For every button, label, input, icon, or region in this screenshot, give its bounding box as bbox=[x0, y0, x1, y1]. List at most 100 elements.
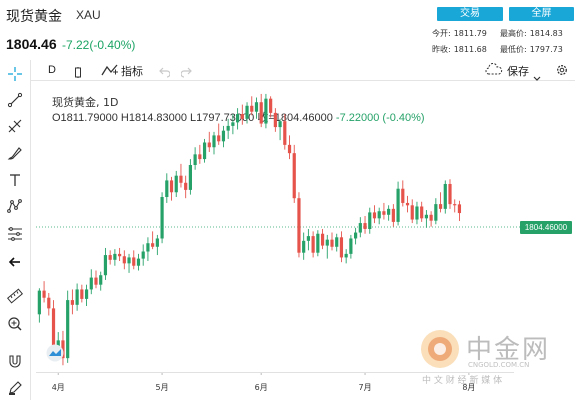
candle-body bbox=[377, 211, 381, 219]
candle-body bbox=[51, 308, 56, 349]
candle-body bbox=[198, 154, 202, 160]
candle-body bbox=[37, 290, 41, 315]
candle-body bbox=[113, 253, 117, 260]
stat-open-label: 今开: bbox=[432, 29, 451, 38]
back-arrow-icon[interactable] bbox=[5, 252, 25, 272]
candle-body bbox=[269, 98, 273, 113]
candle-body bbox=[141, 251, 145, 259]
candle-body bbox=[240, 114, 244, 119]
candle-body bbox=[415, 206, 419, 220]
stat-open-value: 1811.79 bbox=[453, 29, 487, 38]
candle-body bbox=[320, 233, 325, 246]
text-tool-icon[interactable] bbox=[5, 170, 25, 190]
drawing-toolbar bbox=[0, 60, 30, 400]
candle-body bbox=[245, 105, 249, 119]
candle-body bbox=[155, 238, 159, 247]
legend-change: -7.22000 (-0.40%) bbox=[335, 112, 425, 124]
candle-body bbox=[103, 255, 108, 276]
current-price: 1804.46 bbox=[6, 36, 57, 52]
undo-icon[interactable] bbox=[158, 63, 171, 78]
ruler-icon[interactable] bbox=[5, 286, 25, 306]
candle-body bbox=[292, 153, 296, 199]
candle-body bbox=[259, 102, 263, 124]
candle-body bbox=[42, 290, 46, 298]
candle-body bbox=[283, 121, 287, 145]
candle-body bbox=[354, 232, 358, 239]
candle-body bbox=[75, 289, 79, 305]
stat-low-label: 最低价: bbox=[500, 45, 527, 54]
candle-body bbox=[127, 257, 131, 264]
candle-body bbox=[221, 130, 226, 142]
cloud-save-icon[interactable] bbox=[485, 62, 503, 76]
candle-body bbox=[278, 121, 282, 128]
candle-body bbox=[297, 198, 301, 253]
candle-body bbox=[169, 180, 174, 193]
fib-icon[interactable] bbox=[5, 224, 25, 244]
x-tick-label: 7月 bbox=[358, 383, 371, 392]
candle-body bbox=[391, 208, 395, 222]
candle-body bbox=[47, 297, 51, 309]
save-button[interactable]: 保存 bbox=[507, 66, 529, 78]
candle-body bbox=[457, 204, 462, 214]
watermark-domain: CNGOLD.COM.CN bbox=[468, 361, 530, 369]
candles-group bbox=[37, 93, 462, 366]
candle-body bbox=[132, 257, 136, 266]
candle-body bbox=[84, 289, 89, 299]
candle-body bbox=[420, 206, 424, 219]
candle-body bbox=[61, 340, 65, 359]
candle-body bbox=[231, 122, 235, 126]
pitchfork-icon[interactable] bbox=[5, 116, 25, 136]
fullscreen-button[interactable]: 全屏 bbox=[509, 7, 574, 21]
candle-body bbox=[202, 142, 207, 160]
indicators-icon[interactable] bbox=[101, 62, 119, 76]
candle-body bbox=[335, 237, 339, 247]
chevron-down-icon[interactable] bbox=[533, 67, 541, 81]
candle-body bbox=[188, 165, 192, 190]
lock-pencil-icon[interactable] bbox=[5, 378, 25, 398]
crosshair-icon[interactable] bbox=[5, 64, 25, 84]
candle-body bbox=[179, 175, 183, 183]
indicators-button[interactable]: 指标 bbox=[121, 66, 143, 78]
candle-body bbox=[212, 135, 216, 148]
candle-body bbox=[217, 135, 221, 142]
x-tick-label: 4月 bbox=[52, 383, 65, 392]
watermark: 中金网 CNGOLD.COM.CN 中 文 财 经 新 媒 体 bbox=[418, 327, 568, 387]
candle-body bbox=[349, 238, 353, 254]
candle-body bbox=[429, 214, 433, 221]
stat-high-value: 1814.83 bbox=[529, 29, 563, 38]
trend-line-icon[interactable] bbox=[5, 90, 25, 110]
candle-body bbox=[325, 239, 329, 246]
last-price-label: 1804.46000 bbox=[520, 221, 572, 234]
redo-icon[interactable] bbox=[180, 63, 193, 78]
candle-body bbox=[410, 205, 414, 220]
candle-body bbox=[448, 183, 452, 205]
stat-high: 最高价: 1814.83 bbox=[500, 28, 563, 39]
candle-body bbox=[424, 214, 428, 219]
candle-body bbox=[363, 223, 367, 229]
x-axis-ticks: 4月 5月 6月 7月 8月 bbox=[52, 372, 475, 392]
candle-body bbox=[122, 256, 126, 264]
page-title: 现货黄金 bbox=[6, 9, 62, 25]
x-tick-label: 6月 bbox=[255, 383, 268, 392]
zoom-in-icon[interactable] bbox=[5, 314, 25, 334]
candle-body bbox=[453, 204, 457, 206]
candle-body bbox=[193, 154, 197, 166]
candle-body bbox=[207, 142, 211, 148]
x-axis-line bbox=[36, 372, 514, 373]
candle-body bbox=[89, 277, 93, 290]
interval-selector[interactable]: D bbox=[48, 64, 56, 76]
chart-logo-icon[interactable] bbox=[44, 344, 66, 362]
candle-body bbox=[146, 243, 150, 252]
magnet-icon[interactable] bbox=[5, 351, 25, 371]
candle-body bbox=[80, 289, 84, 299]
pattern-icon[interactable] bbox=[5, 196, 25, 216]
candle-body bbox=[316, 233, 320, 253]
gear-icon[interactable] bbox=[555, 62, 569, 76]
candle-body bbox=[108, 255, 112, 260]
candle-body bbox=[438, 204, 443, 209]
brush-icon[interactable] bbox=[5, 143, 25, 163]
stat-prev-close-value: 1811.68 bbox=[453, 45, 487, 54]
bar-type-icon[interactable] bbox=[74, 63, 83, 78]
trade-button[interactable]: 交易 bbox=[437, 7, 503, 21]
